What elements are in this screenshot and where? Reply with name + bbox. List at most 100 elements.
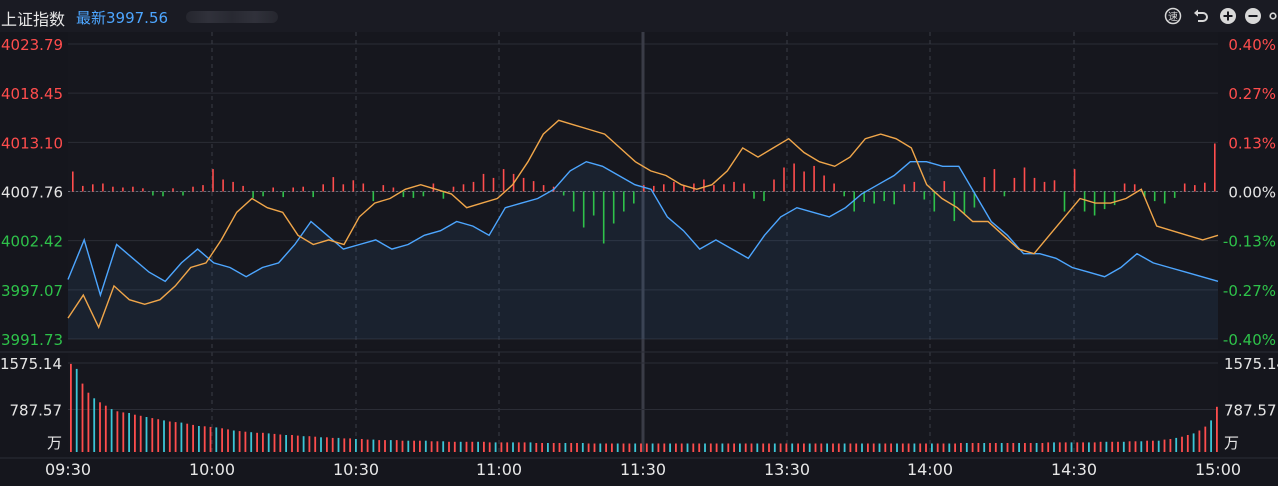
volume-axis-label-right: 787.57 (1224, 402, 1277, 420)
flow-bar (803, 171, 805, 192)
volume-bar (861, 443, 863, 452)
volume-bar (948, 443, 951, 452)
volume-bar (750, 443, 753, 452)
flow-bar (532, 181, 535, 192)
percent-axis-label: 0.00% (1228, 184, 1276, 202)
price-axis-label: 4002.42 (1, 233, 63, 251)
volume-bar (395, 440, 398, 452)
volume-axis-label: 1575.14 (0, 355, 62, 373)
price-axis-label: 4007.76 (1, 184, 63, 202)
volume-bar (622, 443, 625, 452)
price-area (68, 161, 1218, 339)
flow-bar (853, 191, 855, 212)
volume-bar (884, 443, 887, 452)
flow-bar (623, 191, 625, 212)
volume-bar (244, 431, 247, 452)
flow-bar (1053, 180, 1056, 192)
volume-bar (797, 443, 799, 452)
flow-bar (352, 180, 355, 192)
volume-bar (587, 443, 590, 452)
volume-bar (1082, 442, 1084, 452)
volume-bar (773, 443, 776, 452)
volume-bar (896, 443, 898, 452)
volume-bar (890, 443, 892, 452)
time-axis-label: 14:30 (1051, 460, 1097, 479)
settings-icon[interactable] (1268, 7, 1278, 25)
flow-bar (1073, 169, 1076, 192)
volume-bar (936, 443, 939, 452)
volume-bar (198, 426, 200, 452)
volume-bar (99, 402, 101, 452)
flow-bar (452, 186, 455, 192)
volume-bar (1093, 442, 1096, 452)
volume-bar (686, 443, 689, 452)
volume-bar (1181, 436, 1183, 452)
volume-bar (517, 442, 520, 452)
volume-bar (436, 441, 439, 452)
volume-bar (843, 443, 846, 452)
flow-bar (202, 185, 204, 192)
volume-bar (762, 443, 765, 452)
volume-bar (1006, 443, 1009, 452)
volume-bar (378, 440, 381, 452)
zoom-out-icon[interactable] (1244, 7, 1262, 25)
volume-bar (180, 422, 183, 452)
flow-bar (643, 185, 645, 192)
flow-bar (152, 191, 154, 196)
volume-bar (1047, 442, 1050, 452)
flow-bar (663, 184, 665, 192)
flow-bar (362, 183, 365, 192)
volume-bar (1111, 441, 1114, 452)
zoom-in-icon[interactable] (1219, 7, 1237, 25)
flow-bar (382, 185, 385, 192)
undo-icon[interactable] (1192, 7, 1210, 25)
flow-bar (993, 169, 996, 192)
speed-icon[interactable]: 速 (1164, 7, 1182, 25)
volume-bar (791, 443, 794, 452)
volume-bar (1134, 441, 1137, 452)
volume-bar (238, 431, 241, 452)
flow-bar (823, 175, 825, 192)
volume-bar (808, 443, 811, 452)
volume-bar (273, 433, 276, 452)
percent-axis-label: -0.40% (1223, 331, 1276, 349)
volume-bar (1064, 442, 1067, 452)
volume-bar (616, 443, 619, 452)
svg-text:速: 速 (1168, 11, 1178, 23)
volume-bar (1076, 442, 1079, 452)
flow-bar (582, 191, 585, 228)
flow-bar (612, 191, 615, 224)
volume-bar (459, 441, 462, 452)
volume-bar (512, 442, 514, 452)
volume-bar (110, 409, 113, 452)
volume-bar (320, 437, 322, 452)
volume-bar (203, 426, 206, 452)
volume-bar (1163, 439, 1166, 452)
volume-bar (541, 443, 543, 452)
volume-bar (931, 443, 933, 452)
volume-bar (872, 443, 875, 452)
flow-bar (262, 191, 264, 197)
volume-bar (971, 443, 974, 452)
flow-bar (182, 191, 184, 196)
flow-bar (1173, 191, 1176, 198)
volume-bar (291, 435, 293, 452)
volume-bar (337, 437, 340, 452)
volume-bar (360, 439, 363, 452)
flow-bar (602, 191, 605, 244)
time-axis-label: 11:30 (620, 460, 666, 479)
flow-bar (242, 185, 244, 192)
flow-bar (793, 163, 795, 192)
volume-bar (1012, 443, 1015, 452)
volume-bar (250, 432, 253, 452)
flow-bar (903, 184, 906, 192)
volume-bar (785, 443, 788, 452)
volume-bar (523, 442, 526, 452)
volume-axis-label: 万 (47, 434, 62, 452)
flow-bar (1013, 177, 1016, 192)
volume-bar (680, 443, 683, 452)
flow-bar (983, 177, 986, 192)
flow-bar (282, 191, 284, 198)
flow-bar (773, 179, 775, 192)
